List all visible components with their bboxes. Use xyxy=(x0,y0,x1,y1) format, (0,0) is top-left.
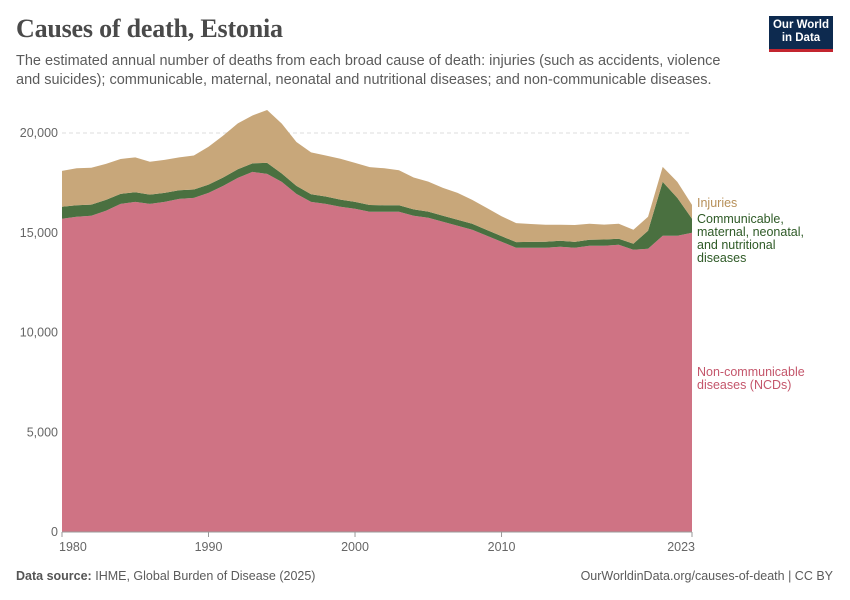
x-tick-label-3: 2010 xyxy=(488,540,516,554)
chart-subtitle: The estimated annual number of deaths fr… xyxy=(16,53,721,88)
legend-label-series-1-line-0: Communicable, xyxy=(697,212,784,226)
area-series-0 xyxy=(62,171,692,532)
data-source-text[interactable]: IHME, Global Burden of Disease (2025) xyxy=(95,569,316,583)
y-tick-label-2: 10,000 xyxy=(20,326,58,340)
logo-line-1: Our World xyxy=(772,19,829,31)
x-tick-label-1: 1990 xyxy=(195,540,223,554)
data-source: Data source: IHME, Global Burden of Dise… xyxy=(16,569,315,583)
source-url[interactable]: OurWorldinData.org/causes-of-death | CC … xyxy=(580,569,833,583)
x-tick-label-0: 1980 xyxy=(59,540,87,554)
legend-label-series-1-line-3: diseases xyxy=(697,251,746,265)
y-tick-label-0: 0 xyxy=(51,525,58,539)
legend-label-series-1-line-1: maternal, neonatal, xyxy=(697,225,804,239)
y-tick-label-4: 20,000 xyxy=(20,126,58,140)
logo-line-2: in Data xyxy=(781,32,821,44)
legend-label-series-0-line-1: diseases (NCDs) xyxy=(697,378,791,392)
owid-logo[interactable]: Our World in Data xyxy=(769,16,833,52)
legend-label-series-0-line-0: Non-communicable xyxy=(697,365,805,379)
x-tick-label-4: 2023 xyxy=(667,540,695,554)
legend-label-series-1-line-2: and nutritional xyxy=(697,238,776,252)
chart-title: Causes of death, Estonia xyxy=(16,14,283,43)
legend-label-series-2-line-0: Injuries xyxy=(697,196,737,210)
area-series-2 xyxy=(62,110,692,244)
area-series-1 xyxy=(62,162,692,250)
y-tick-label-1: 5,000 xyxy=(27,425,58,439)
x-tick-label-2: 2000 xyxy=(341,540,369,554)
y-tick-label-3: 15,000 xyxy=(20,226,58,240)
data-source-label: Data source: xyxy=(16,569,92,583)
